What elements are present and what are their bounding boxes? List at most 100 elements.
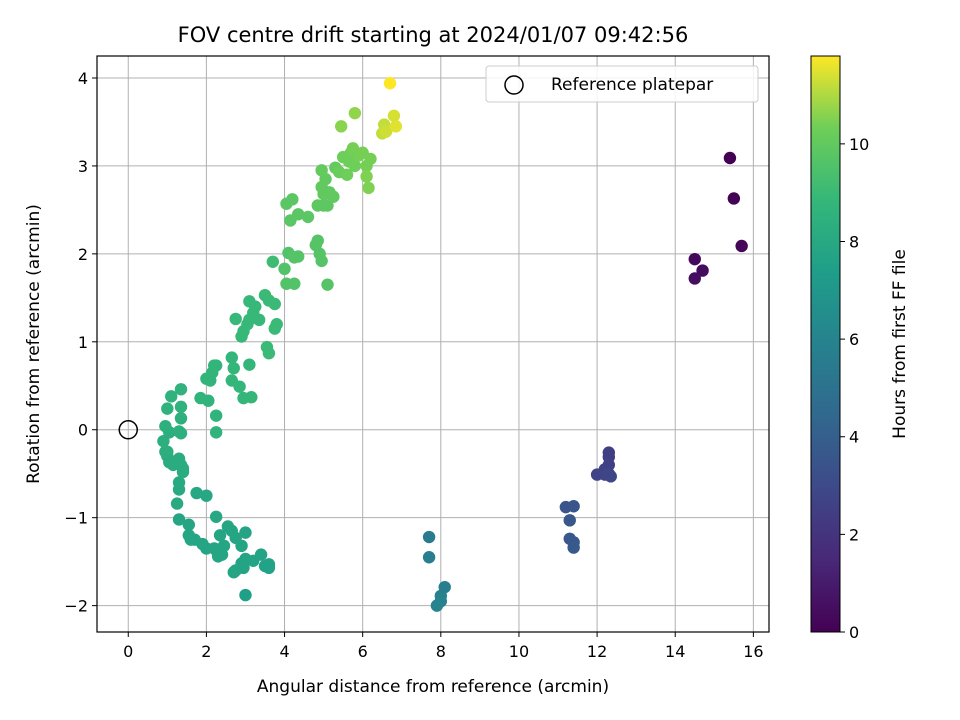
x-tick-label: 16	[743, 642, 763, 661]
data-point	[696, 264, 709, 277]
x-tick-label: 10	[509, 642, 529, 661]
data-point	[209, 359, 223, 372]
data-point	[364, 152, 377, 166]
colorbar-gradient	[810, 55, 841, 633]
y-axis-ticks: −2 −1 0 1 2 3 4	[64, 69, 97, 616]
data-points	[118, 77, 748, 612]
data-point	[567, 500, 580, 513]
data-point	[567, 541, 580, 554]
data-point	[227, 361, 240, 375]
x-tick-label: 8	[436, 642, 446, 661]
data-point	[165, 390, 178, 403]
data-point	[422, 530, 436, 544]
data-point	[315, 164, 328, 177]
data-point	[266, 255, 280, 268]
data-point	[340, 168, 354, 181]
colorbar: 0 2 4 6 8 10 Hours from first FF file	[810, 55, 910, 642]
data-point	[245, 391, 258, 404]
data-point	[430, 599, 444, 612]
data-point	[379, 125, 393, 138]
x-tick-label: 4	[279, 642, 289, 661]
legend-marker-icon	[504, 75, 524, 95]
y-tick-label: 4	[78, 69, 88, 88]
colorbar-tick-label: 2	[849, 525, 859, 544]
data-point	[209, 409, 223, 422]
data-point	[311, 234, 324, 247]
data-point	[278, 262, 291, 276]
data-point	[182, 518, 196, 531]
data-point	[360, 170, 373, 183]
chart-title: FOV centre drift starting at 2024/01/07 …	[178, 23, 689, 47]
data-point	[389, 120, 403, 133]
legend: Reference platepar	[485, 65, 759, 103]
data-point	[688, 272, 701, 285]
data-point	[270, 318, 283, 331]
y-tick-label: −1	[64, 509, 88, 528]
data-point	[604, 470, 617, 483]
data-point	[735, 239, 748, 253]
data-point	[159, 420, 172, 433]
data-point	[288, 277, 301, 290]
data-point	[157, 434, 170, 448]
data-point	[348, 159, 362, 173]
data-point	[174, 412, 188, 425]
data-point	[239, 588, 252, 602]
y-tick-label: 2	[78, 245, 88, 264]
x-axis-ticks: 0 2 4 6 8 10 12 14 16	[123, 632, 764, 661]
data-point	[209, 426, 223, 439]
data-point	[166, 458, 180, 472]
data-point	[252, 313, 266, 327]
data-point	[172, 513, 186, 526]
y-tick-label: 0	[78, 421, 88, 440]
data-point	[225, 351, 238, 364]
data-point	[213, 529, 227, 542]
plot-frame	[96, 55, 770, 633]
x-tick-label: 2	[201, 642, 211, 661]
data-point	[383, 77, 397, 90]
data-point	[688, 252, 701, 266]
data-point	[249, 300, 262, 313]
x-tick-label: 0	[123, 642, 133, 661]
colorbar-tick-label: 0	[849, 623, 859, 642]
y-tick-label: −2	[64, 597, 88, 616]
data-point	[209, 510, 223, 523]
y-tick-label: 3	[78, 157, 88, 176]
data-point	[286, 193, 299, 206]
data-point	[334, 120, 348, 133]
data-point	[563, 514, 576, 527]
data-point	[262, 347, 276, 360]
data-point	[262, 558, 276, 571]
x-tick-label: 6	[358, 642, 368, 661]
data-point	[170, 497, 184, 510]
data-point	[327, 190, 340, 203]
data-point	[362, 181, 375, 195]
data-point	[172, 476, 186, 489]
colorbar-ticks: 0 2 4 6 8 10	[840, 135, 869, 642]
data-point	[190, 486, 203, 500]
data-point	[301, 210, 315, 224]
y-axis-label: Rotation from reference (arcmin)	[24, 204, 44, 484]
colorbar-tick-label: 8	[849, 232, 859, 251]
data-point	[159, 445, 172, 458]
data-point	[184, 533, 197, 546]
data-point	[202, 394, 215, 407]
data-point	[723, 151, 737, 165]
reference-marker	[118, 419, 139, 440]
data-point	[172, 425, 186, 438]
data-point	[292, 208, 305, 221]
legend-label: Reference platepar	[551, 75, 713, 95]
x-tick-label: 14	[665, 642, 685, 661]
data-point	[315, 254, 328, 268]
data-point	[292, 250, 305, 263]
colorbar-tick-label: 4	[849, 428, 859, 447]
data-point	[229, 312, 242, 326]
data-point	[727, 192, 741, 205]
data-point	[243, 358, 256, 371]
data-point	[233, 380, 246, 393]
data-point	[321, 199, 334, 212]
data-point	[239, 526, 252, 539]
data-point	[321, 278, 334, 291]
colorbar-label: Hours from first FF file	[890, 249, 910, 439]
x-tick-label: 12	[587, 642, 607, 661]
